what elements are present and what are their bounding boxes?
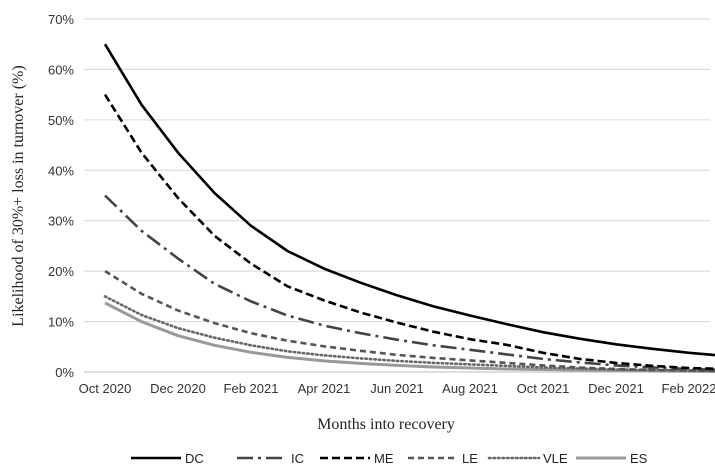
legend: DC IC ME LE VLE ES [131, 451, 648, 466]
x-tick-label: Aug 2021 [442, 381, 498, 396]
legend-label-ic: IC [291, 451, 304, 466]
x-tick-label: Oct 2020 [79, 381, 132, 396]
legend-label-vle: VLE [543, 451, 568, 466]
legend-label-es: ES [630, 451, 648, 466]
y-axis-ticks: 0% 10% 20% 30% 40% 50% 60% 70% [48, 12, 74, 380]
y-tick-label: 50% [48, 113, 74, 128]
y-tick-label: 0% [55, 365, 74, 380]
y-tick-label: 20% [48, 264, 74, 279]
legend-label-le: LE [462, 451, 478, 466]
legend-label-me: ME [374, 451, 394, 466]
series-line-ic [104, 194, 715, 372]
y-tick-label: 60% [48, 62, 74, 77]
x-tick-label: Feb 2022 [662, 381, 715, 396]
y-tick-label: 40% [48, 163, 74, 178]
y-tick-label: 30% [48, 214, 74, 229]
x-tick-label: Jun 2021 [370, 381, 424, 396]
y-tick-label: 10% [48, 315, 74, 330]
x-tick-label: Dec 2020 [150, 381, 206, 396]
gridlines [84, 18, 710, 373]
series-lines [103, 43, 715, 373]
x-tick-label: Oct 2021 [517, 381, 570, 396]
x-axis-title: Months into recovery [317, 416, 455, 433]
x-axis-ticks: Oct 2020 Dec 2020 Feb 2021 Apr 2021 Jun 2021… [79, 381, 715, 396]
x-tick-label: Feb 2021 [224, 381, 279, 396]
legend-label-dc: DC [185, 451, 204, 466]
y-tick-label: 70% [48, 12, 74, 27]
series-line-vle [103, 295, 715, 373]
series-line-me [103, 93, 715, 371]
series-line-le [104, 269, 715, 373]
y-axis-title: Likelihood of 30%+ loss in turnover (%) [10, 65, 27, 326]
series-line-dc [103, 43, 715, 357]
x-tick-label: Dec 2021 [588, 381, 644, 396]
x-tick-label: Apr 2021 [298, 381, 351, 396]
